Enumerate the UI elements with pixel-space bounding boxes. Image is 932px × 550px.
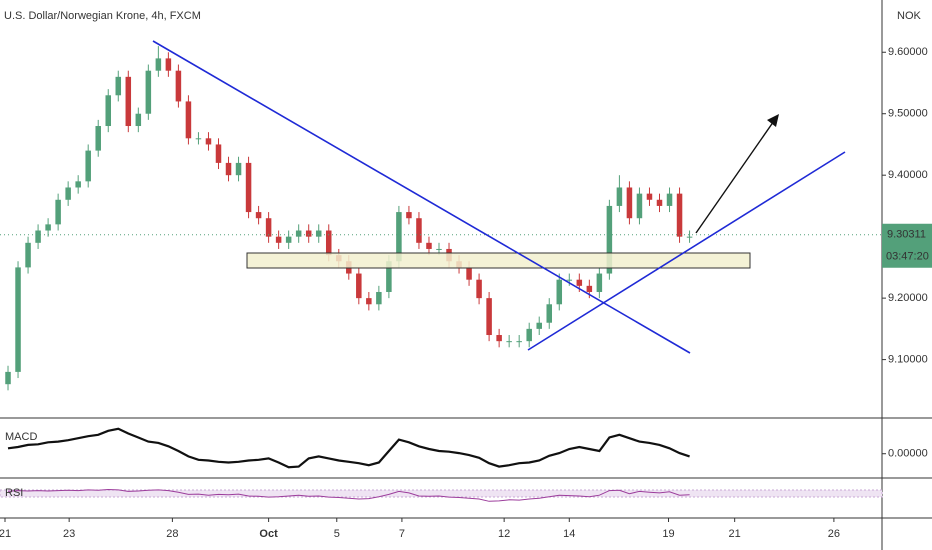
candle-body <box>536 322 542 329</box>
y-tick-label: 9.40000 <box>888 169 928 181</box>
x-tick-label: 5 <box>334 528 340 540</box>
candle-body <box>275 236 282 243</box>
candle-body <box>616 187 623 206</box>
candle-body <box>135 113 142 127</box>
candle-body <box>466 267 472 280</box>
x-tick-label: 21 <box>0 528 11 540</box>
chart-title: U.S. Dollar/Norwegian Krone, 4h, FXCM <box>4 10 201 22</box>
candle-body <box>626 187 633 219</box>
y-tick-label: 9.20000 <box>888 292 928 304</box>
candle-body <box>185 101 192 139</box>
marks <box>0 46 882 502</box>
x-tick-label: 26 <box>828 528 840 540</box>
candle-body <box>315 230 322 237</box>
candle-body <box>65 187 71 200</box>
candle-body <box>656 199 663 206</box>
candle-body <box>686 236 693 238</box>
x-tick-label: 7 <box>399 528 405 540</box>
candle-body <box>576 279 583 286</box>
candle-body <box>175 70 182 102</box>
candle-body <box>486 298 492 336</box>
candle-body <box>406 212 412 219</box>
arrow <box>695 117 777 234</box>
indicator-line <box>7 488 690 502</box>
candle-body <box>155 58 162 71</box>
candle-body <box>305 230 312 237</box>
candle-body <box>35 230 41 243</box>
indicator-label: RSI <box>5 487 23 499</box>
candle-body <box>235 162 242 176</box>
candle-body <box>606 205 613 274</box>
candle-body <box>566 279 573 281</box>
candle-body <box>636 193 643 219</box>
candle-body <box>165 58 172 71</box>
candle-body <box>145 70 152 114</box>
candle-body <box>55 199 61 225</box>
x-tick-label: 14 <box>563 528 575 540</box>
x-tick-label: 12 <box>498 528 510 540</box>
candle-body <box>676 193 683 237</box>
arrow-head <box>767 114 779 127</box>
y-tick-label: 9.50000 <box>888 108 928 120</box>
candle-body <box>125 76 132 127</box>
candle-body <box>5 371 11 385</box>
candle-body <box>295 230 302 237</box>
x-tick-label: Oct <box>259 528 278 540</box>
candle-body <box>506 341 512 343</box>
support-zone <box>246 252 751 269</box>
candle-body <box>556 279 563 305</box>
candle-body <box>85 150 91 182</box>
candle-body <box>325 230 332 256</box>
y-tick-label: 0.00000 <box>888 448 928 460</box>
y-tick-label: 9.60000 <box>888 46 928 58</box>
candle-body <box>416 218 422 243</box>
candle-body <box>225 162 232 176</box>
candle-body <box>265 218 272 237</box>
candle-body <box>436 248 442 250</box>
candle-body <box>95 126 101 151</box>
candle-body <box>45 224 51 231</box>
x-tick-label: 23 <box>63 528 75 540</box>
candle-body <box>476 279 482 299</box>
candle-body <box>75 181 81 188</box>
candle-body <box>115 76 122 96</box>
candle-body <box>646 193 653 200</box>
candle-body <box>426 242 432 249</box>
rsi-band <box>0 489 883 498</box>
x-tick-label: 28 <box>166 528 178 540</box>
candle-body <box>396 212 402 262</box>
candle-body <box>215 144 222 163</box>
candle-body <box>526 328 532 342</box>
trend-line <box>152 40 691 354</box>
countdown-label: 03:47:20 <box>886 251 929 263</box>
indicator-line <box>7 427 690 469</box>
price-unit: NOK <box>897 10 922 22</box>
candle-body <box>546 304 553 323</box>
candle-body <box>496 335 502 342</box>
candle-body <box>516 341 522 343</box>
candle-body <box>596 273 603 292</box>
candle-body <box>356 273 362 299</box>
candle-body <box>205 138 212 145</box>
candle-body <box>245 162 252 213</box>
candle-body <box>366 298 372 305</box>
trend-line <box>527 151 846 351</box>
x-tick-label: 19 <box>662 528 674 540</box>
candle-body <box>376 291 382 305</box>
candle-body <box>255 212 262 219</box>
candle-body <box>285 236 292 243</box>
x-tick-label: 21 <box>729 528 741 540</box>
last-price-box <box>882 223 932 268</box>
candle-body <box>666 193 673 206</box>
y-tick-label: 9.10000 <box>888 354 928 366</box>
candle-body <box>105 95 112 127</box>
indicator-label: MACD <box>5 431 37 443</box>
candle-body <box>195 138 202 140</box>
candle-body <box>586 285 593 292</box>
candle-body <box>25 242 31 268</box>
candle-body <box>386 261 392 292</box>
candle-body <box>15 267 21 372</box>
last-price-label: 9.30311 <box>887 229 926 241</box>
